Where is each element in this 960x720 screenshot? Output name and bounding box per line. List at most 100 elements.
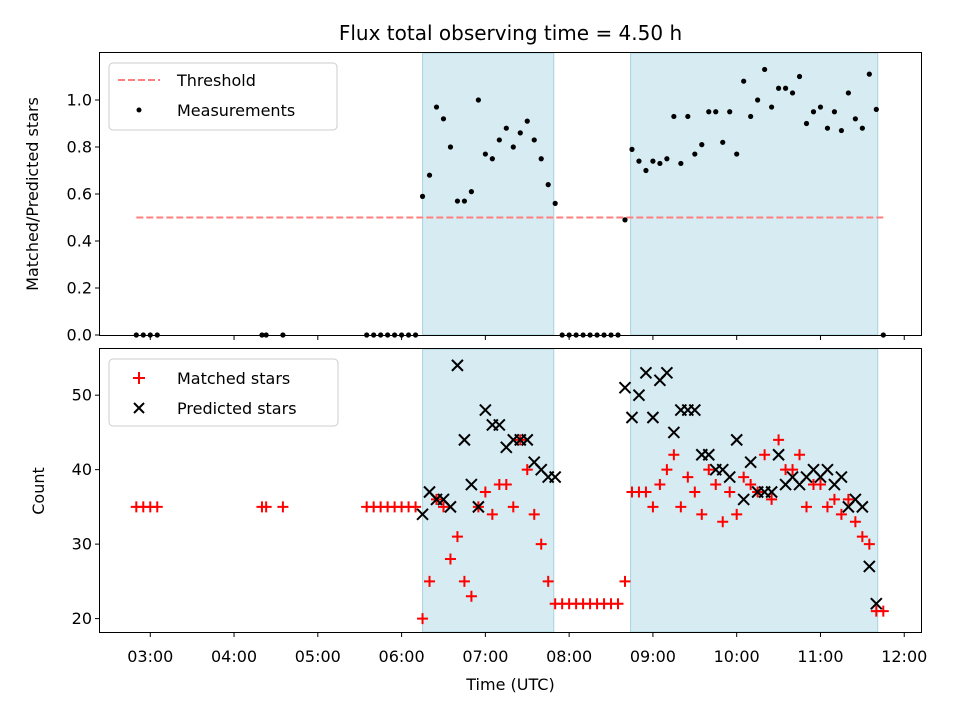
matched-star-point bbox=[507, 501, 519, 513]
y-tick-label: 1.0 bbox=[67, 91, 92, 110]
measurement-point bbox=[447, 144, 454, 150]
y-tick-label: 0.0 bbox=[67, 326, 92, 345]
predicted-star-point bbox=[479, 403, 492, 417]
measurement-point bbox=[762, 66, 768, 73]
y-tick-label: 20 bbox=[72, 609, 92, 628]
predicted-star-point bbox=[870, 597, 883, 610]
predicted-star-point bbox=[632, 388, 646, 402]
top-panel: 0.0 0.2 0.4 0.6 0.8 1.0 Matched/Predicted sta… bbox=[23, 52, 922, 345]
measurement-point bbox=[817, 104, 824, 110]
matched-star-point bbox=[424, 575, 436, 587]
measurement-point bbox=[622, 217, 628, 223]
x-tick-label: 12:00 bbox=[881, 647, 927, 666]
matched-star-point bbox=[479, 486, 491, 498]
predicted-star-point bbox=[723, 470, 736, 484]
measurement-point bbox=[769, 104, 775, 110]
measurement-point bbox=[468, 189, 475, 195]
measurement-point bbox=[755, 97, 761, 103]
predicted-star-point bbox=[493, 418, 506, 432]
predicted-star-point bbox=[451, 359, 464, 372]
bottom-y-axis-label: Count bbox=[29, 467, 48, 515]
measurement-point bbox=[852, 116, 858, 122]
measurement-point bbox=[636, 158, 642, 164]
measurement-point bbox=[782, 85, 789, 91]
measurement-point bbox=[692, 151, 698, 157]
matched-star-point bbox=[842, 493, 854, 505]
matched-star-point bbox=[500, 479, 512, 491]
predicted-star-point bbox=[660, 366, 674, 380]
measurement-point bbox=[866, 71, 872, 77]
shaded-interval bbox=[630, 52, 879, 336]
predicted-star-point bbox=[702, 448, 715, 461]
matched-star-point bbox=[521, 464, 533, 476]
matched-star-point bbox=[835, 508, 847, 520]
y-tick-label: 30 bbox=[72, 535, 92, 554]
shaded-interval bbox=[422, 348, 555, 633]
predicted-star-point bbox=[625, 411, 639, 424]
matched-star-point bbox=[717, 516, 729, 528]
measurement-point bbox=[734, 151, 740, 157]
measurement-point bbox=[524, 118, 530, 124]
bottom-legend: Matched stars Predicted stars bbox=[108, 358, 339, 427]
matched-star-point bbox=[451, 531, 463, 543]
measurement-point bbox=[775, 85, 782, 91]
matched-star-point bbox=[821, 501, 833, 513]
predicted-star-point bbox=[667, 426, 681, 439]
measurement-point bbox=[433, 104, 440, 110]
measurement-point bbox=[845, 90, 851, 96]
measurement-point bbox=[531, 137, 537, 143]
predicted-star-point bbox=[821, 463, 834, 476]
measurement-point bbox=[503, 125, 509, 131]
matched-star-point bbox=[528, 508, 540, 520]
measurement-point bbox=[831, 109, 838, 115]
measurement-point bbox=[496, 137, 502, 143]
measurement-point bbox=[510, 144, 516, 150]
predicted-star-point bbox=[646, 411, 660, 424]
matched-star-point bbox=[766, 493, 778, 505]
matched-star-point bbox=[437, 501, 449, 513]
shaded-interval bbox=[630, 348, 879, 633]
y-tick-label: 0.2 bbox=[67, 279, 92, 298]
shaded-interval bbox=[422, 52, 555, 336]
matched-star-point bbox=[863, 538, 875, 550]
predicted-star-point bbox=[548, 470, 562, 484]
matched-star-point bbox=[814, 479, 826, 491]
predicted-star-point bbox=[465, 478, 478, 491]
measurement-point bbox=[720, 139, 726, 145]
matched-star-point bbox=[612, 598, 624, 610]
matched-star-point bbox=[647, 501, 659, 513]
matched-star-point bbox=[542, 575, 554, 587]
matched-star-point bbox=[640, 486, 652, 498]
measurement-point bbox=[741, 78, 747, 84]
x-tick-label: 03:00 bbox=[127, 647, 173, 666]
matched-star-point bbox=[787, 464, 799, 476]
legend-predicted-swatch bbox=[133, 402, 145, 414]
measurement-point bbox=[873, 106, 879, 112]
matched-star-point bbox=[417, 613, 429, 625]
matched-star-point bbox=[668, 449, 680, 461]
matched-star-point bbox=[410, 501, 422, 513]
matched-star-point bbox=[151, 501, 163, 513]
predicted-star-point bbox=[737, 493, 750, 506]
matched-star-point bbox=[828, 493, 840, 505]
measurement-point bbox=[489, 156, 495, 162]
measurement-point bbox=[789, 90, 796, 96]
matched-star-point bbox=[724, 486, 736, 498]
predicted-star-point bbox=[856, 500, 869, 514]
x-tick-label: 05:00 bbox=[295, 647, 341, 666]
measurement-point bbox=[748, 113, 754, 120]
measurement-point bbox=[706, 109, 712, 115]
legend-predicted-label: Predicted stars bbox=[177, 399, 297, 418]
measurement-point bbox=[678, 160, 684, 167]
x-axis-label: Time (UTC) bbox=[465, 675, 554, 694]
measurement-point bbox=[629, 146, 635, 152]
predicted-star-point bbox=[521, 433, 534, 447]
measurement-point bbox=[810, 109, 817, 115]
x-tick-label: 11:00 bbox=[797, 647, 843, 666]
x-tick-label: 10:00 bbox=[714, 647, 760, 666]
top-legend: Threshold Measurements bbox=[108, 62, 338, 131]
measurement-point bbox=[657, 160, 663, 167]
x-tick-label: 04:00 bbox=[211, 647, 257, 666]
predicted-star-point bbox=[772, 448, 785, 461]
predicted-star-point bbox=[472, 500, 485, 514]
